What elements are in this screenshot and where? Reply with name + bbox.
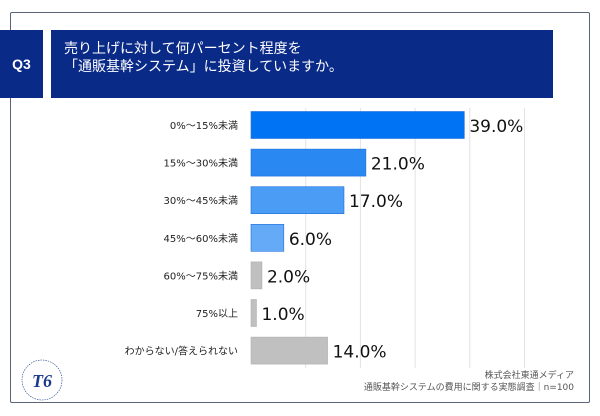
data-label: 2.0% <box>267 267 310 287</box>
category-label: 75%以上 <box>196 308 238 320</box>
category-label: 60%～75%未満 <box>164 270 238 282</box>
data-label: 17.0% <box>349 192 403 212</box>
data-label: 39.0% <box>469 117 523 137</box>
title-line-2: 「通販基幹システム」に投資していますか。 <box>64 59 343 75</box>
data-label: 6.0% <box>289 230 332 250</box>
bar <box>250 148 367 177</box>
bar <box>250 336 328 365</box>
chart-frame <box>10 12 590 403</box>
category-label: 15%～30%未満 <box>164 158 238 170</box>
question-title: 売り上げに対して何パーセント程度を 「通販基幹システム」に投資していますか。 <box>51 30 553 98</box>
footer: 株式会社東通メディア 通販基幹システムの費用に関する実態調査｜n=100 <box>364 370 574 394</box>
category-label: 45%～60%未満 <box>164 233 238 245</box>
data-label: 14.0% <box>333 343 387 363</box>
question-number: Q3 <box>0 30 43 98</box>
svg-text:T6: T6 <box>32 371 52 391</box>
company-name: 株式会社東通メディア <box>484 371 574 381</box>
category-label: 30%～45%未満 <box>164 195 238 207</box>
bar <box>250 111 465 139</box>
bar <box>250 224 285 252</box>
bar <box>250 261 263 290</box>
data-label: 1.0% <box>261 305 304 325</box>
category-label: わからない/答えられない <box>125 345 238 358</box>
title-line-1: 売り上げに対して何パーセント程度を <box>64 41 302 57</box>
category-label: 0%～15%未満 <box>170 120 238 132</box>
company-logo: T6 <box>21 359 63 401</box>
bar <box>250 186 345 214</box>
data-label: 21.0% <box>371 155 425 175</box>
survey-source: 通販基幹システムの費用に関する実態調査｜n=100 <box>363 383 574 393</box>
bar <box>250 299 257 327</box>
